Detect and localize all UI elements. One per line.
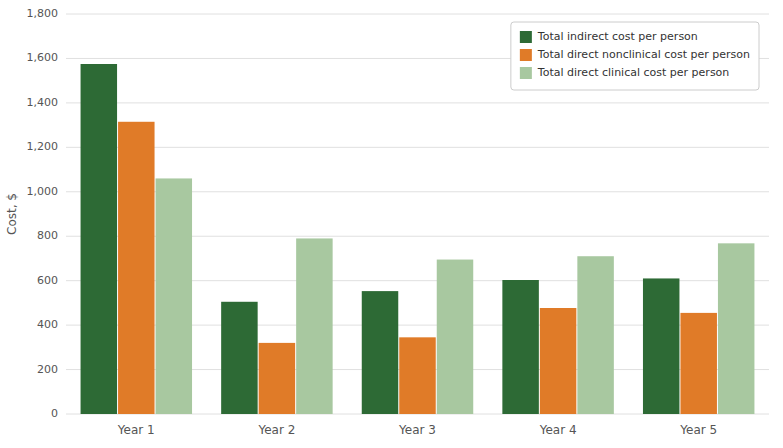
bar [502, 280, 538, 414]
bar [643, 278, 679, 414]
x-tick-label: Year 4 [539, 423, 577, 437]
chart: 0 200 400 600 800 1,000 1,200 1,400 1,600 1,800 Co… [0, 0, 783, 448]
x-ticks: Year 1 Year 2 Year 3 Year 4 Year 5 [117, 423, 717, 437]
bar [156, 178, 192, 414]
bar [118, 122, 154, 414]
bars [81, 64, 755, 414]
y-tick-label: 200 [37, 363, 58, 376]
y-tick-label: 600 [37, 274, 58, 287]
y-ticks: 0 200 400 600 800 1,000 1,200 1,400 1,600 1,800 [27, 7, 59, 420]
legend-entry: Total direct clinical cost per person [537, 66, 729, 79]
y-tick-label: 1,400 [27, 96, 59, 109]
grid-line [66, 102, 769, 103]
y-tick-label: 400 [37, 318, 58, 331]
x-tick-label: Year 2 [257, 423, 295, 437]
y-tick-label: 800 [37, 229, 58, 242]
grid-line [66, 147, 769, 148]
legend-entry: Total direct nonclinical cost per person [537, 48, 750, 61]
y-tick-label: 1,200 [27, 140, 59, 153]
bar [399, 337, 435, 414]
bar [362, 291, 398, 414]
bar [296, 238, 332, 414]
bar [437, 260, 473, 414]
y-tick-label: 1,800 [27, 7, 59, 20]
x-tick-label: Year 3 [398, 423, 436, 437]
bar [259, 343, 295, 414]
bar [221, 302, 257, 414]
bar [577, 256, 613, 414]
grid-line [66, 14, 769, 15]
x-tick-label: Year 1 [117, 423, 155, 437]
bar [718, 243, 754, 414]
y-tick-label: 1,000 [27, 185, 59, 198]
bar [680, 313, 716, 414]
legend-box [511, 22, 759, 90]
legend: Total indirect cost per person Total dire… [511, 22, 759, 90]
x-tick-label: Year 5 [679, 423, 717, 437]
legend-entry: Total indirect cost per person [537, 30, 698, 43]
legend-swatch [520, 49, 532, 61]
y-axis-label: Cost, $ [5, 193, 19, 235]
bar [540, 308, 576, 414]
grid [66, 14, 769, 414]
legend-swatch [520, 67, 532, 79]
y-tick-label: 0 [51, 407, 58, 420]
y-tick-label: 1,600 [27, 51, 59, 64]
legend-swatch [520, 31, 532, 43]
bar [81, 64, 117, 414]
